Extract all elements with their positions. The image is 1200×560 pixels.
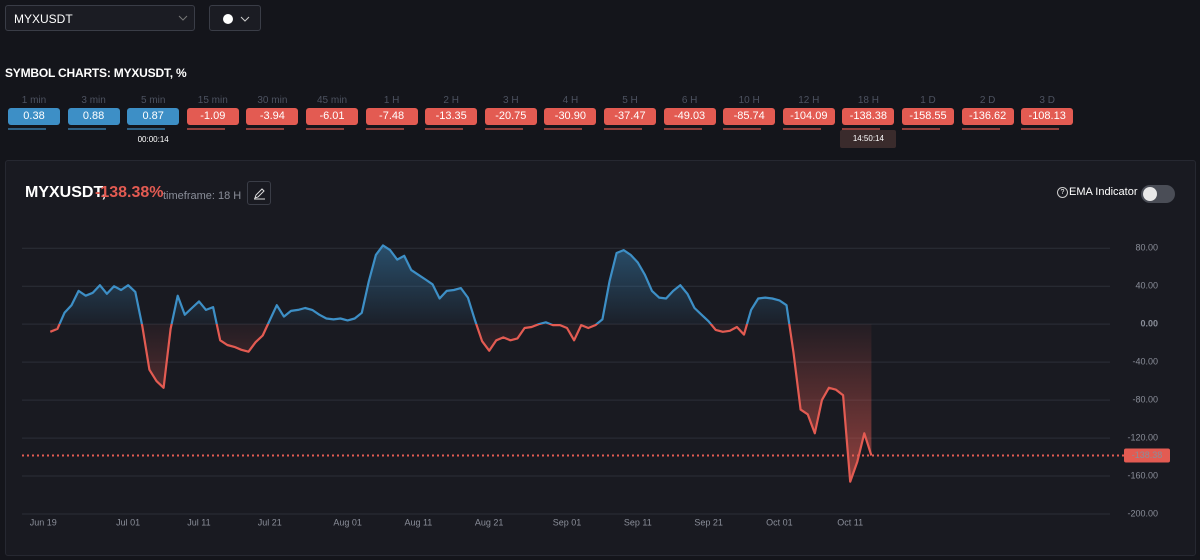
chip-progress — [425, 128, 464, 130]
timeframe-label: 1 min — [21, 95, 47, 106]
chart-timeframe: timeframe: 18 H — [163, 190, 242, 202]
symbol-select[interactable]: MYXUSDT — [5, 5, 195, 31]
chip-progress — [902, 128, 940, 130]
chart-symbol: MYXUSDT, — [25, 184, 106, 201]
timer: 14:50:14 — [840, 130, 897, 148]
chip-progress — [365, 128, 404, 130]
timeframe-label: 3 min — [81, 95, 106, 106]
timeframe-label: 6 H — [681, 95, 698, 106]
chip-progress — [8, 128, 46, 130]
timeframe-chip[interactable]: -37.47 — [604, 108, 656, 125]
timeframe-chip[interactable]: -30.90 — [544, 108, 597, 125]
chip-progress — [186, 128, 225, 130]
chip-progress — [723, 128, 762, 130]
section-title: SYMBOL CHARTS: MYXUSDT, % — [5, 66, 187, 80]
timeframe-label: 3 H — [503, 95, 519, 106]
timeframe-label: 3 D — [1039, 95, 1055, 106]
chip-progress — [127, 128, 166, 130]
chip-progress — [1021, 128, 1060, 130]
chart-change: -138.38% — [95, 184, 164, 201]
timeframe-chip[interactable]: -108.13 — [1021, 108, 1074, 125]
chip-progress — [306, 128, 344, 130]
chip-progress — [663, 128, 702, 130]
timeframe-chip[interactable]: -6.01 — [306, 108, 358, 125]
timeframe-chip[interactable]: 0.87 — [127, 108, 180, 125]
timeframe-chip[interactable]: -158.55 — [902, 108, 954, 125]
chart-panel — [5, 160, 1196, 556]
ema-toggle[interactable] — [1141, 185, 1175, 203]
pen-icon — [254, 188, 265, 200]
help-icon[interactable]: ? — [1057, 187, 1068, 198]
chip-progress — [544, 128, 583, 130]
timer: 00:00:14 — [137, 135, 169, 144]
ema-label: EMA Indicator — [1069, 186, 1138, 198]
chip-progress — [842, 128, 881, 130]
timeframe-chip[interactable]: -13.35 — [425, 108, 478, 125]
timeframe-label: 18 H — [857, 95, 879, 106]
timeframe-chip[interactable]: -85.74 — [723, 108, 776, 125]
symbol-select-text: MYXUSDT — [14, 12, 73, 26]
timeframe-label: 15 min — [197, 95, 228, 106]
timeframe-chip[interactable]: -1.09 — [186, 108, 239, 125]
timeframe-label: 10 H — [738, 95, 760, 106]
timeframe-chip[interactable]: -138.38 — [842, 108, 895, 125]
timeframe-label: 12 H — [798, 95, 820, 106]
draw-button[interactable] — [247, 181, 271, 205]
timeframe-chip[interactable]: -3.94 — [246, 108, 299, 125]
chip-progress — [246, 128, 285, 130]
timeframe-label: 2 H — [443, 95, 459, 106]
timeframe-label: 5 H — [622, 95, 638, 106]
timeframe-label: 2 D — [979, 95, 996, 106]
timeframe-chip[interactable]: -49.03 — [663, 108, 716, 125]
chip-progress — [961, 128, 1000, 130]
chevron — [178, 15, 188, 21]
timeframe-chip[interactable]: -7.48 — [365, 108, 418, 125]
color-button[interactable] — [209, 5, 261, 31]
chip-progress — [604, 128, 642, 130]
timeframe-chip[interactable]: 0.38 — [8, 108, 60, 125]
chip-progress — [484, 128, 523, 130]
timeframe-label: 1 D — [920, 95, 936, 106]
timeframe-label: 45 min — [316, 95, 347, 106]
chip-progress — [782, 128, 821, 130]
timeframe-label: 5 min — [140, 95, 166, 106]
timeframe-label: 30 min — [257, 95, 288, 106]
timeframe-chip[interactable]: -20.75 — [484, 108, 537, 125]
timeframe-label: 4 H — [562, 95, 579, 106]
timeframe-chip[interactable]: -136.62 — [961, 108, 1014, 125]
chip-progress — [67, 128, 106, 130]
timeframe-chip[interactable]: -104.09 — [782, 108, 835, 125]
timeframe-chip[interactable]: 0.88 — [67, 108, 120, 125]
color-icon — [223, 14, 250, 24]
timeframe-label: 1 H — [383, 95, 400, 106]
